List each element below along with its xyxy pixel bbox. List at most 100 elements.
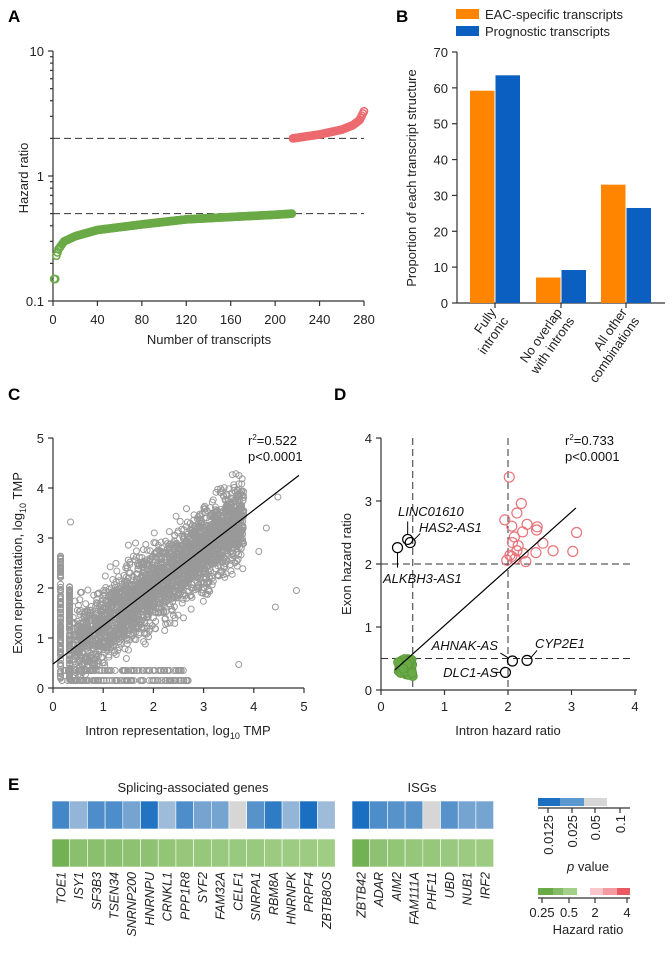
panel-c-point: [114, 646, 122, 654]
hazard-ratio-legend-tick-label: 2: [591, 905, 598, 920]
heatmap-cell-p-value: [404, 800, 424, 830]
panel-a-xlabel: Number of transcripts: [147, 332, 272, 347]
p-value-legend-swatch: [560, 798, 584, 806]
p-value-legend-swatch: [538, 798, 560, 806]
panel-c-point: [82, 600, 90, 608]
panel-d-labeled-point: [521, 654, 533, 666]
p-value-legend-swatch: [584, 798, 607, 806]
panel-c-point: [137, 572, 145, 580]
panel-letter-d: D: [334, 385, 346, 404]
heatmap-cell-p-value: [51, 800, 71, 830]
panel-c-point: [262, 524, 270, 532]
heatmap-cell-hazard-ratio: [51, 838, 71, 868]
panel-b-y-tick-label: 60: [434, 81, 448, 96]
panel-d-point-high-risk: [521, 518, 533, 530]
panel-b-y-tick-label: 10: [434, 260, 448, 275]
heatmap-cell-hazard-ratio: [351, 838, 371, 868]
heatmap-gene-label: RBM8A: [267, 872, 281, 915]
heatmap-gene-label: CRNKL1: [161, 872, 175, 921]
panel-c-point: [112, 650, 120, 658]
panel-c-point: [227, 540, 235, 548]
panel-a-y-tick-label: 1: [37, 169, 44, 184]
heatmap-gene-label: PHF11: [425, 872, 439, 910]
panel-b-bar: [601, 184, 626, 303]
panel-c-y-tick-label: 1: [37, 631, 44, 646]
heatmap-gene-label: NUB1: [461, 872, 475, 905]
heatmap-cell-p-value: [157, 800, 177, 830]
panel-d-point-high-risk: [567, 545, 579, 558]
heatmap-cell-hazard-ratio: [299, 838, 318, 868]
panel-c-point: [107, 644, 115, 652]
panel-d-point-high-risk: [503, 471, 515, 483]
panel-letter-e: E: [8, 775, 19, 794]
panel-d-x-tick-label: 4: [631, 699, 638, 714]
panel-c-point: [236, 497, 244, 505]
panel-d-labeled-point: [391, 542, 404, 554]
panel-a-point-low-risk: [287, 209, 297, 218]
panel-c-point: [292, 587, 300, 594]
heatmap-cell-hazard-ratio: [246, 838, 265, 868]
panel-d-y-tick-label: 4: [365, 431, 372, 446]
panel-c-point: [172, 512, 180, 520]
heatmap-cell-p-value: [122, 800, 141, 830]
panel-c-point: [146, 625, 154, 633]
panel-c-point: [230, 487, 238, 495]
panel-d-pvalue: p<0.0001: [565, 449, 620, 464]
heatmap-cell-p-value: [351, 800, 371, 830]
panel-c-point: [112, 559, 120, 567]
heatmap-title-isgs: ISGs: [408, 780, 437, 795]
panel-c-x-tick-label: 3: [200, 699, 207, 714]
heatmap-cell-hazard-ratio: [440, 838, 459, 868]
panel-c-y-tick-label: 5: [37, 431, 44, 446]
panel-c-point: [178, 599, 186, 607]
panel-d-point-high-risk: [537, 537, 549, 549]
panel-c-point: [238, 475, 246, 483]
panel-c-point: [121, 645, 129, 653]
panel-b-y-tick-label: 30: [434, 188, 448, 203]
heatmap-title-splicing: Splicing-associated genes: [117, 780, 269, 795]
heatmap-cell-p-value: [422, 800, 441, 830]
panel-d-leader-line: [500, 652, 509, 659]
panel-c-point: [233, 557, 241, 565]
panel-c-point: [90, 656, 98, 664]
panel-c-point: [124, 541, 132, 549]
hazard-ratio-legend-tick-label: 0.25: [529, 905, 554, 920]
heatmap-cell-hazard-ratio: [457, 838, 477, 868]
heatmap-cell-hazard-ratio: [475, 838, 494, 868]
heatmap-cell-p-value: [193, 800, 212, 830]
heatmap-cell-hazard-ratio: [122, 838, 141, 868]
panel-c-point: [108, 592, 116, 600]
panel-c-point: [132, 539, 140, 547]
panel-c-point: [232, 470, 240, 478]
heatmap-cell-p-value: [211, 800, 230, 830]
panel-c-point: [171, 532, 179, 540]
panel-d-labeled-point: [404, 536, 416, 549]
panel-b-category-label: All othercombinations: [574, 305, 643, 386]
panel-e-heatmap: Splicing-associated genes ISGs p value H…: [51, 780, 631, 937]
heatmap-gene-label: PPP1R8: [178, 872, 192, 920]
panel-c-point: [192, 558, 200, 566]
panel-c-point: [238, 480, 246, 488]
panel-c-ylabel: Exon representation, log10 TMP: [10, 472, 28, 654]
heatmap-gene-label: TSEN34: [107, 872, 121, 919]
heatmap-gene-label: ADAR: [372, 872, 386, 908]
panel-c-y-tick-label: 0: [37, 681, 44, 696]
panel-c-point: [159, 564, 167, 572]
panel-c-x-tick-label: 1: [100, 699, 107, 714]
panel-c-point: [182, 505, 190, 513]
hazard-ratio-legend-swatch: [617, 888, 630, 895]
panel-c-point: [235, 502, 243, 510]
heatmap-cell-hazard-ratio: [404, 838, 424, 868]
panel-c-point: [233, 562, 241, 570]
panel-c-x-tick-label: 4: [250, 699, 257, 714]
heatmap-cell-hazard-ratio: [228, 838, 248, 868]
panel-d-x-tick-label: 1: [441, 699, 448, 714]
hazard-ratio-legend-swatch: [563, 888, 577, 895]
panel-c-point: [194, 513, 202, 521]
panel-c-point: [159, 549, 167, 557]
panel-c-point: [187, 523, 195, 531]
panel-c-y-tick-label: 2: [37, 581, 44, 596]
heatmap-cell-p-value: [175, 800, 194, 830]
panel-c-point: [239, 565, 247, 573]
heatmap-cell-p-value: [281, 800, 301, 830]
